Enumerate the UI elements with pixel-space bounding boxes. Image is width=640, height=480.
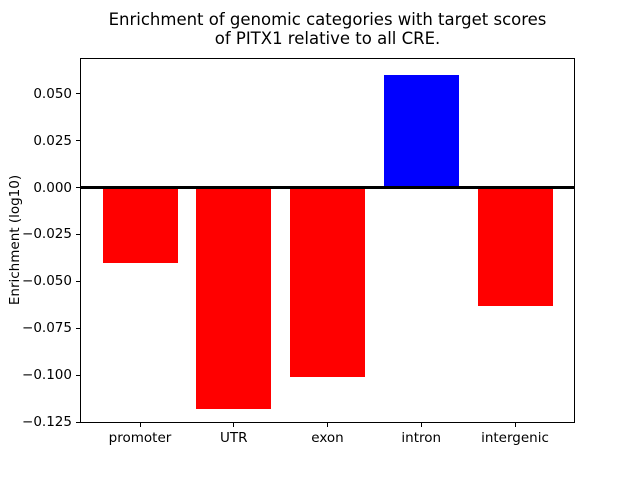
- x-tick: [233, 423, 235, 427]
- y-tick-label: 0.000: [33, 179, 72, 196]
- y-tick: [76, 140, 80, 142]
- y-tick: [76, 233, 80, 235]
- chart-title: Enrichment of genomic categories with ta…: [108, 10, 547, 49]
- y-tick-label: −0.025: [22, 226, 72, 243]
- x-tick-label-UTR: UTR: [219, 430, 248, 446]
- x-tick: [139, 423, 141, 427]
- bar-exon: [290, 187, 365, 378]
- x-tick: [420, 423, 422, 427]
- bar-promoter: [102, 187, 178, 263]
- x-tick-label-intergenic: intergenic: [481, 430, 549, 446]
- zero-line: [80, 186, 575, 190]
- x-tick: [514, 423, 516, 427]
- y-tick: [76, 374, 80, 376]
- y-tick-label: −0.100: [22, 367, 72, 384]
- x-tick-label-exon: exon: [311, 430, 344, 446]
- bar-intron: [383, 75, 459, 188]
- y-tick: [76, 280, 80, 282]
- y-tick: [76, 421, 80, 423]
- y-tick-label: −0.125: [22, 414, 72, 431]
- bar-UTR: [196, 187, 272, 409]
- y-tick: [76, 187, 80, 189]
- y-tick: [76, 327, 80, 329]
- y-tick-label: −0.075: [22, 320, 72, 337]
- x-tick: [327, 423, 328, 427]
- y-tick-label: 0.050: [33, 85, 72, 102]
- x-tick-label-promoter: promoter: [108, 430, 172, 446]
- bar-intergenic: [477, 187, 553, 306]
- y-tick-label: 0.025: [33, 132, 72, 149]
- y-tick: [76, 93, 80, 95]
- x-tick-label-intron: intron: [401, 430, 442, 446]
- y-tick-label: −0.050: [22, 273, 72, 290]
